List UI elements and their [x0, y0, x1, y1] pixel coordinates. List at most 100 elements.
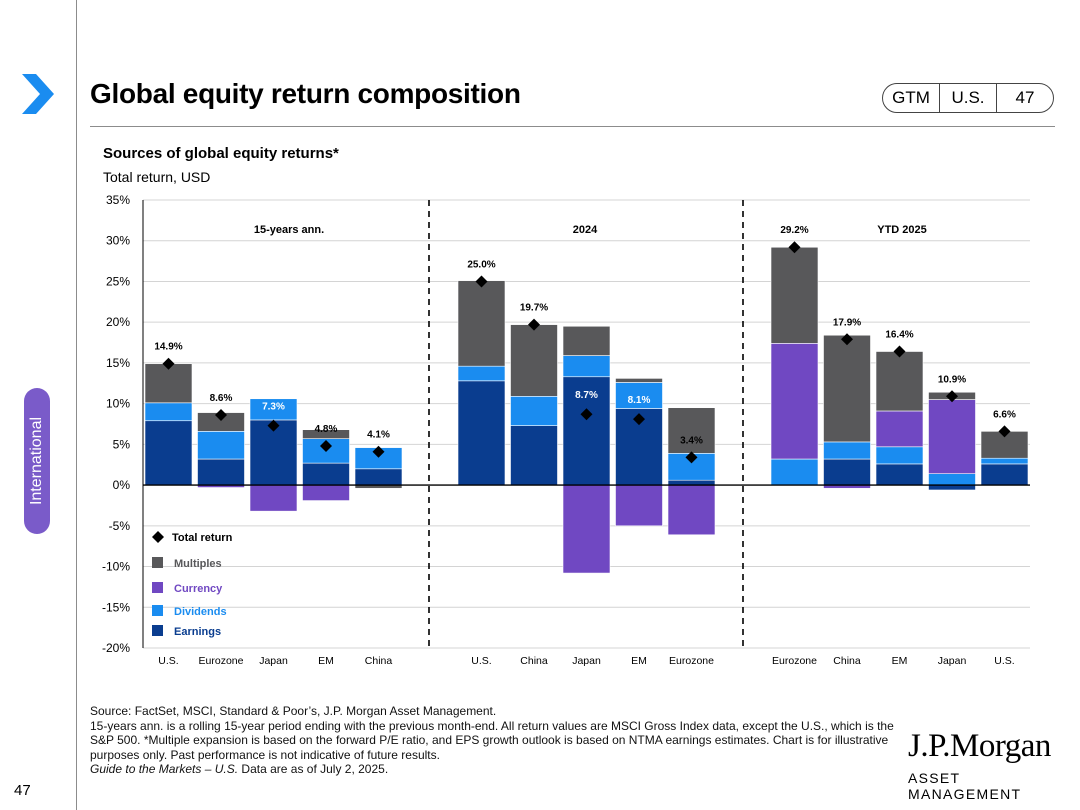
legend-swatch-multiples: [152, 557, 163, 568]
gtm-badge: GTM U.S. 47: [882, 83, 1054, 113]
bar-segment-multiples: [510, 324, 558, 397]
x-category-label: China: [365, 655, 393, 667]
total-return-label: 16.4%: [885, 330, 913, 341]
bar-segment-currency: [302, 484, 350, 501]
total-return-marker: [788, 241, 801, 254]
bar-segment-currency: [770, 343, 819, 460]
total-return-label: 7.3%: [262, 402, 285, 413]
footnote-guide-line: Guide to the Markets – U.S. Data are as …: [90, 762, 910, 777]
total-return-marker: [475, 275, 488, 288]
y-tick-label: 5%: [113, 437, 131, 451]
group-label: 15-years ann.: [254, 224, 324, 236]
page-number: 47: [14, 782, 31, 799]
total-return-marker: [162, 357, 175, 370]
footnote-guide: Guide to the Markets – U.S.: [90, 762, 239, 776]
total-return-marker: [372, 445, 385, 458]
legend-label-total-return: Total return: [172, 532, 233, 544]
title-divider: [90, 126, 1055, 127]
x-category-label: EM: [318, 655, 334, 667]
bar-segment-dividends: [457, 365, 506, 382]
legend-swatch-currency: [152, 582, 163, 593]
chart-title: Sources of global equity returns*: [103, 145, 339, 162]
legend-label-dividends: Dividends: [174, 606, 227, 618]
footnote-source: Source: FactSet, MSCI, Standard & Poor’s…: [90, 704, 497, 718]
legend-label-currency: Currency: [174, 583, 223, 595]
bar-segment-multiples: [562, 325, 611, 356]
badge-gtm: GTM: [892, 88, 930, 107]
badge-page: 47: [996, 84, 1053, 112]
y-tick-label: 30%: [106, 234, 130, 248]
logo-sub: ASSET MANAGEMENT: [908, 770, 1022, 802]
y-tick-label: 0%: [113, 478, 131, 492]
total-return-marker: [267, 419, 280, 432]
y-tick-label: 25%: [106, 274, 130, 288]
legend-label-multiples: Multiples: [174, 558, 222, 570]
x-category-label: Japan: [938, 655, 967, 667]
x-category-label: Eurozone: [199, 655, 244, 667]
bar-segment-earnings: [302, 462, 350, 486]
total-return-label: 3.4%: [680, 435, 703, 446]
x-category-label: EM: [631, 655, 647, 667]
total-return-marker: [528, 318, 540, 331]
footnote-body: 15-years ann. is a rolling 15-year perio…: [90, 718, 894, 762]
bar-segment-earnings: [667, 479, 716, 486]
bar-segment-dividends: [197, 431, 245, 460]
bar-segment-dividends: [562, 355, 611, 378]
y-tick-label: -15%: [102, 600, 130, 614]
bar-segment-dividends: [928, 473, 976, 486]
footnote: Source: FactSet, MSCI, Standard & Poor’s…: [90, 704, 910, 777]
total-return-marker: [946, 390, 958, 403]
bar-segment-multiples: [144, 363, 193, 404]
total-return-marker: [998, 425, 1011, 438]
x-category-label: China: [833, 655, 861, 667]
bar-segment-multiples: [615, 378, 663, 383]
y-tick-label: 35%: [106, 193, 130, 207]
total-return-label: 6.6%: [993, 409, 1016, 420]
chevron-right-icon[interactable]: [18, 72, 58, 116]
bar-segment-currency: [615, 484, 663, 527]
badge-region: U.S.: [939, 84, 996, 112]
bar-segment-dividends: [615, 382, 663, 409]
total-return-label: 29.2%: [780, 225, 808, 236]
bar-segment-earnings: [354, 468, 403, 486]
x-category-label: Eurozone: [772, 655, 817, 667]
total-return-label: 4.8%: [315, 424, 338, 435]
x-category-label: Japan: [259, 655, 288, 667]
bar-segment-dividends: [875, 446, 924, 465]
x-category-label: U.S.: [471, 655, 491, 667]
bar-segment-dividends: [823, 441, 871, 460]
total-return-marker: [685, 451, 698, 464]
total-return-marker: [580, 408, 593, 421]
total-return-label: 10.9%: [938, 374, 966, 385]
y-tick-label: -20%: [102, 641, 130, 655]
bar-segment-earnings: [875, 463, 924, 486]
bar-segment-multiples: [770, 246, 819, 344]
logo-name: J.P.Morgan: [908, 728, 1051, 764]
y-tick-label: 15%: [106, 356, 130, 370]
bar-segment-dividends: [510, 396, 558, 426]
x-category-label: Japan: [572, 655, 601, 667]
total-return-marker: [841, 333, 853, 346]
bar-segment-currency: [875, 410, 924, 448]
bar-segment-multiples: [302, 429, 350, 439]
bar-segment-dividends: [144, 402, 193, 422]
bar-segment-multiples: [457, 280, 506, 367]
footnote-date: Data are as of July 2, 2025.: [238, 762, 389, 776]
total-return-label: 8.1%: [628, 395, 651, 406]
bar-segment-multiples: [823, 334, 871, 443]
total-return-label: 4.1%: [367, 430, 390, 441]
total-return-label: 8.6%: [210, 393, 233, 404]
page-title: Global equity return composition: [90, 78, 521, 109]
x-category-label: U.S.: [158, 655, 178, 667]
bar-segment-earnings: [144, 420, 193, 486]
chart-ylabel: Total return, USD: [103, 169, 211, 185]
bar-segment-dividends: [770, 458, 819, 486]
bar-segment-currency: [667, 484, 716, 536]
y-tick-label: 20%: [106, 315, 130, 329]
bar-segment-currency: [928, 399, 976, 474]
bar-segment-currency: [249, 484, 298, 512]
bar-segment-earnings: [457, 380, 506, 486]
legend-swatch-earnings: [152, 625, 163, 636]
section-tab-international[interactable]: International: [24, 388, 50, 534]
bar-segment-earnings: [980, 463, 1029, 486]
